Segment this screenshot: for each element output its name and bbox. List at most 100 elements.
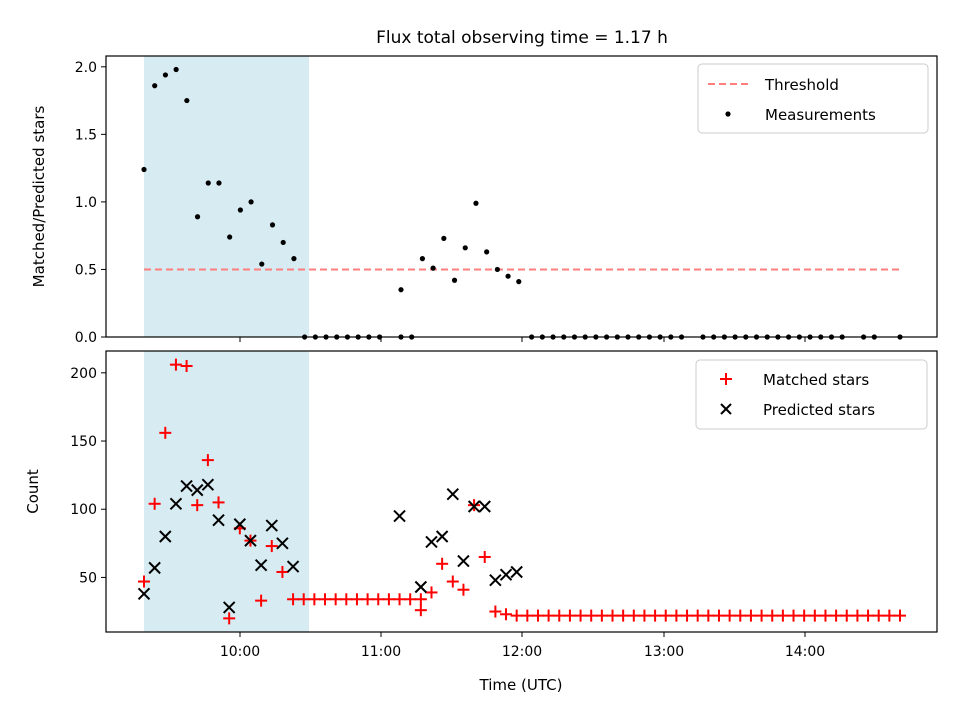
predicted-star-point xyxy=(510,565,523,579)
matched-star-point xyxy=(500,608,513,621)
matched-star-point xyxy=(617,609,630,622)
matched-star-point xyxy=(191,499,204,512)
predicted-star-point xyxy=(499,568,513,581)
matched-star-point xyxy=(883,609,896,622)
matched-star-point xyxy=(350,593,363,606)
measurement-point xyxy=(505,273,511,279)
matched-star-point xyxy=(510,609,523,622)
matched-star-point xyxy=(319,593,332,606)
matched-star-point xyxy=(521,609,534,622)
matched-star-point xyxy=(585,609,598,622)
predicted-star-point xyxy=(212,513,225,527)
matched-star-point xyxy=(766,609,779,622)
bottom-y-tick-label: 100 xyxy=(70,502,97,518)
predicted-star-point xyxy=(435,530,449,543)
matched-star-point xyxy=(702,609,715,622)
measurement-point xyxy=(237,207,243,213)
matched-star-point xyxy=(798,609,811,622)
matched-star-point xyxy=(446,575,459,588)
predicted-star-point xyxy=(148,561,161,575)
matched-star-point xyxy=(595,609,608,622)
matched-star-point xyxy=(223,612,236,625)
bottom-legend-box xyxy=(695,359,928,430)
matched-star-point xyxy=(414,604,427,617)
matched-star-point xyxy=(308,593,321,606)
predicted-star-point xyxy=(286,560,300,573)
predicted-star-point xyxy=(414,580,428,594)
top-y-tick-label: 1.5 xyxy=(75,127,97,143)
matched-star-point xyxy=(563,609,576,622)
matched-star-point xyxy=(840,609,853,622)
measurement-point xyxy=(227,234,233,240)
matched-star-point xyxy=(138,575,150,588)
matched-star-point xyxy=(169,358,182,371)
matched-star-point xyxy=(830,609,843,622)
top-shaded-span xyxy=(144,56,309,337)
bottom-y-axis-label: Count xyxy=(24,469,42,514)
measurement-point xyxy=(291,256,297,262)
matched-star-point xyxy=(755,609,768,622)
bottom-legend: Matched stars Predicted stars xyxy=(695,359,928,430)
matched-star-point xyxy=(712,609,725,622)
measurement-point xyxy=(184,97,190,104)
matched-star-point xyxy=(276,565,289,578)
top-legend: Threshold Measurements xyxy=(697,63,929,134)
bottom-x-tick-label: 12:00 xyxy=(502,644,542,660)
matched-star-point xyxy=(627,609,640,622)
matched-star-point xyxy=(436,557,449,570)
matched-star-point xyxy=(361,593,374,606)
legend-measurements-swatch xyxy=(725,111,731,117)
matched-star-point xyxy=(723,609,736,622)
bottom-y-tick-label: 50 xyxy=(79,570,97,586)
measurement-point xyxy=(419,256,426,262)
predicted-star-point xyxy=(254,558,268,572)
predicted-star-point xyxy=(489,573,502,587)
measurement-point xyxy=(516,279,522,285)
chart-title: Flux total observing time = 1.17 h xyxy=(376,28,668,48)
measurement-point xyxy=(462,245,468,251)
matched-star-point xyxy=(670,609,683,622)
measurement-point xyxy=(152,83,158,89)
measurement-point xyxy=(484,249,490,255)
matched-star-point xyxy=(478,550,491,563)
matched-star-point xyxy=(808,609,821,622)
top-y-tick-label: 1.0 xyxy=(75,195,97,211)
bottom-y-tick-label: 200 xyxy=(70,366,97,382)
legend-matched-swatch xyxy=(720,373,732,385)
top-y-axis-label: Matched/Predicted stars xyxy=(30,106,48,288)
measurement-point xyxy=(451,277,458,283)
predicted-star-point xyxy=(276,537,289,550)
predicted-star-point xyxy=(478,500,491,513)
matched-star-point xyxy=(372,593,385,606)
matched-star-point xyxy=(787,609,800,622)
matched-star-point xyxy=(862,609,875,622)
matched-star-point xyxy=(872,609,885,622)
legend-matched-label: Matched stars xyxy=(763,371,869,389)
bottom-x-tick-label: 11:00 xyxy=(361,644,401,660)
matched-star-point xyxy=(574,609,587,622)
matched-star-point xyxy=(212,496,225,509)
measurement-point xyxy=(269,222,276,228)
predicted-star-point xyxy=(137,587,151,601)
measurement-point xyxy=(173,66,179,73)
top-y-tick-label: 2.0 xyxy=(75,60,97,76)
measurement-point xyxy=(280,239,286,246)
matched-star-point xyxy=(255,594,268,607)
predicted-star-point xyxy=(446,488,459,501)
predicted-star-point xyxy=(425,535,438,549)
measurement-point xyxy=(162,72,169,78)
bottom-x-tick-label: 14:00 xyxy=(785,644,825,660)
bottom-x-tick-label: 13:00 xyxy=(644,644,684,660)
matched-star-point xyxy=(180,360,193,373)
matched-star-point xyxy=(287,593,300,606)
matched-star-point xyxy=(297,593,310,606)
predicted-star-point xyxy=(457,554,470,568)
matched-star-point xyxy=(340,593,353,606)
predicted-star-point xyxy=(180,479,193,493)
predicted-star-point xyxy=(244,534,257,547)
top-panel: 0.00.51.01.52.0 Matched/Predicted stars … xyxy=(30,55,938,346)
matched-star-point xyxy=(744,609,757,622)
top-legend-box xyxy=(697,63,929,134)
x-axis-label: Time (UTC) xyxy=(479,676,563,694)
